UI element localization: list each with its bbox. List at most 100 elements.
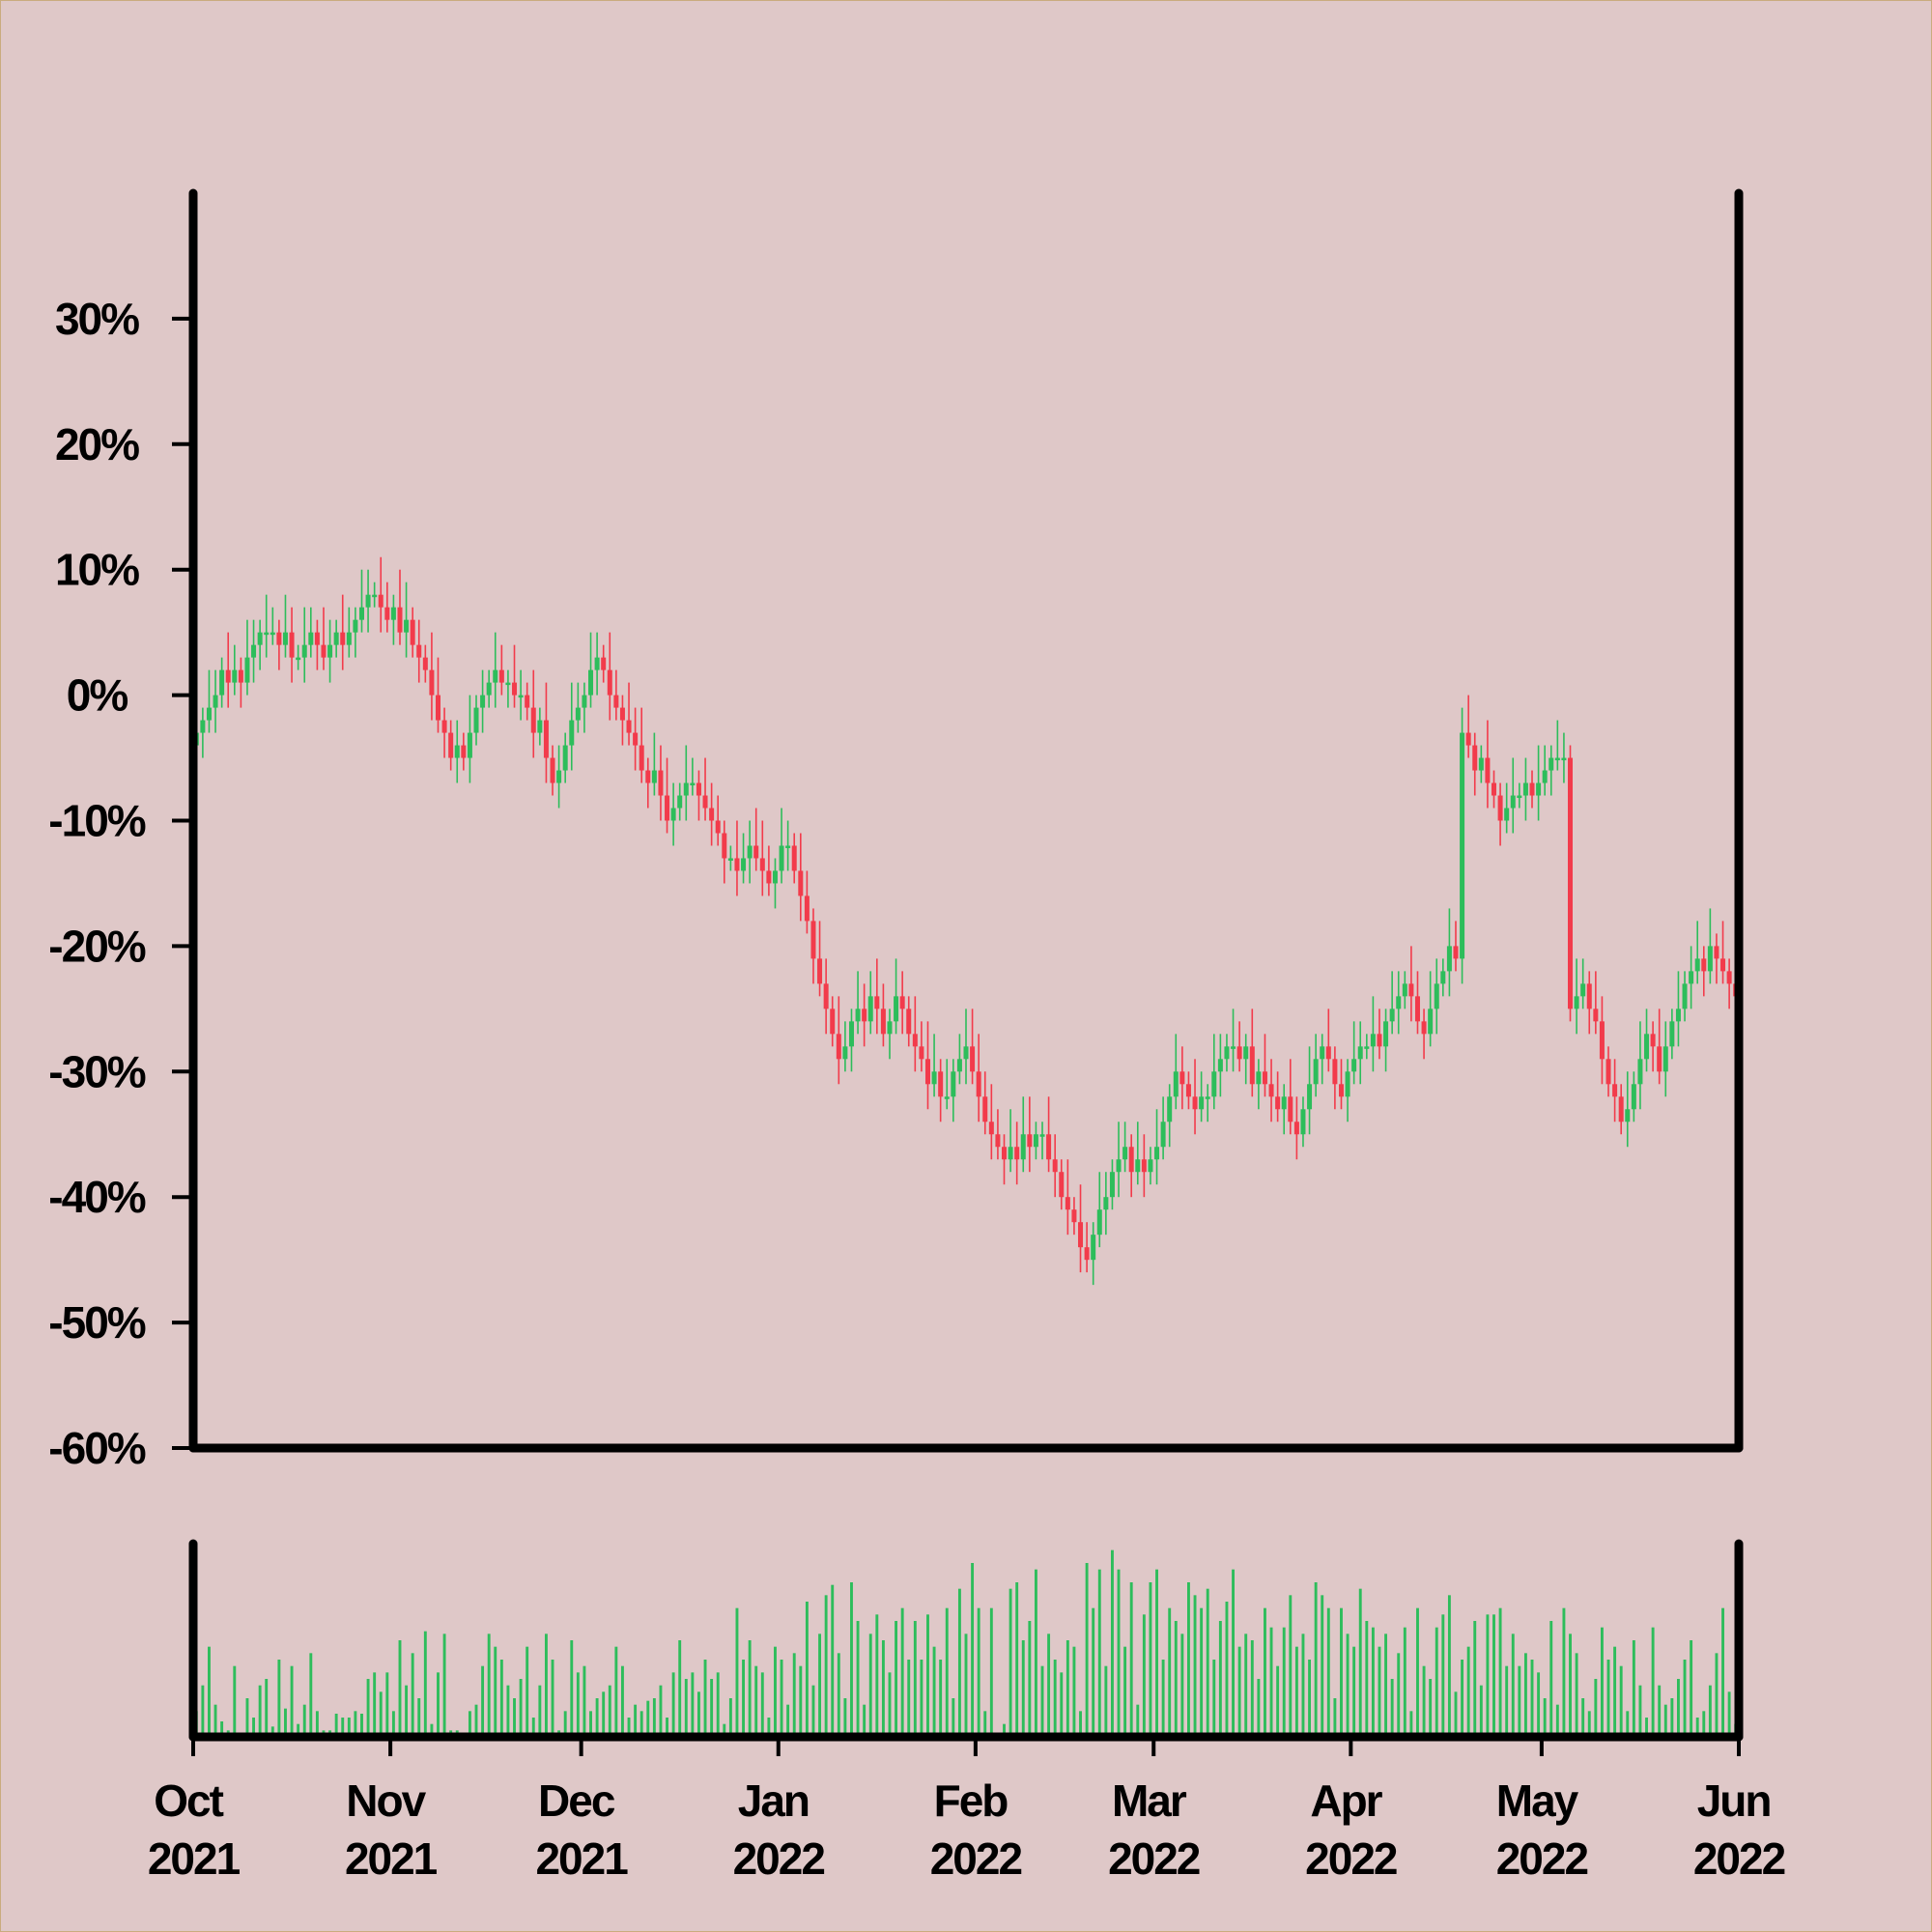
volume-bar xyxy=(468,1711,471,1737)
candle-body xyxy=(842,1046,848,1060)
volume-bar xyxy=(760,1672,764,1737)
candle-body xyxy=(1631,1084,1636,1110)
candle-body xyxy=(1377,1034,1382,1047)
volume-bar xyxy=(710,1679,714,1737)
candle-body xyxy=(1217,1059,1223,1072)
volume-bar xyxy=(627,1718,631,1737)
x-tick-label: Jan 2022 xyxy=(733,1776,825,1884)
ticks: -60% -50% -40% -30% -20% -10% 0% 10% 20% 30% Oct 2… xyxy=(48,294,1786,1884)
candle-body xyxy=(1714,946,1719,959)
volume-bar xyxy=(284,1708,287,1737)
candle-body xyxy=(1465,732,1471,746)
candle-body xyxy=(1612,1084,1618,1097)
candle-body xyxy=(416,644,422,658)
candle-body xyxy=(372,594,378,598)
candle-body xyxy=(206,707,212,721)
candle-body xyxy=(1364,1046,1370,1049)
y-tick-label: 30% xyxy=(55,294,139,344)
candle-body xyxy=(798,870,804,896)
candle-body xyxy=(982,1096,988,1122)
candle-body xyxy=(651,770,657,783)
candle-body xyxy=(1492,782,1497,796)
volume-bar xyxy=(818,1634,822,1737)
candle-body xyxy=(1325,1046,1331,1060)
volume-bar xyxy=(1492,1614,1495,1737)
candle-body xyxy=(1078,1222,1084,1248)
candle-body xyxy=(1637,1059,1643,1085)
volume-bar xyxy=(277,1660,281,1737)
volume-bar xyxy=(1104,1665,1108,1737)
volume-bar xyxy=(843,1698,847,1737)
candle-body xyxy=(1529,782,1535,796)
candle-body xyxy=(791,845,797,871)
volume-bar xyxy=(1473,1621,1477,1737)
volume-bar xyxy=(1435,1627,1438,1737)
volume-bar xyxy=(1397,1653,1401,1737)
candle-body xyxy=(435,695,440,721)
candle-body xyxy=(238,669,243,683)
candle-body xyxy=(1128,1147,1134,1173)
candle-body xyxy=(1574,996,1579,1009)
volume-bar xyxy=(1498,1607,1502,1737)
candle-body xyxy=(594,657,600,670)
candle-body xyxy=(1027,1134,1033,1148)
volume-bar xyxy=(900,1607,904,1737)
volume-bar xyxy=(895,1621,898,1737)
candle-body xyxy=(550,757,555,783)
candle-body xyxy=(855,1009,861,1022)
candle-body xyxy=(658,770,664,796)
candle-body xyxy=(512,682,518,696)
volume-bar xyxy=(360,1714,363,1737)
volume-bar xyxy=(252,1718,255,1737)
volume-bar xyxy=(1155,1569,1158,1737)
candle-body xyxy=(779,845,784,871)
candle-body xyxy=(677,795,683,809)
candle-body xyxy=(906,1009,912,1035)
candle-body xyxy=(441,720,447,733)
candle-body xyxy=(1548,757,1554,771)
volume-bar xyxy=(411,1653,414,1737)
volume-bar xyxy=(678,1640,682,1737)
volume-bar xyxy=(1206,1588,1209,1737)
volume-bar xyxy=(659,1685,663,1737)
volume-bar xyxy=(1683,1660,1687,1737)
volume-bar xyxy=(1619,1665,1623,1737)
candle-body xyxy=(747,845,753,859)
candle-body xyxy=(282,632,288,645)
candle-body xyxy=(823,983,829,1009)
candle-body xyxy=(690,782,696,786)
candle-body xyxy=(340,632,346,645)
volume-bar xyxy=(1690,1640,1693,1737)
candle-body xyxy=(1669,1021,1675,1047)
volume-bar xyxy=(1129,1582,1133,1737)
candle-body xyxy=(1351,1059,1357,1072)
candle-body xyxy=(1402,983,1407,997)
volume-bar xyxy=(417,1698,421,1737)
candle-body xyxy=(467,732,472,758)
candle-body xyxy=(727,858,733,861)
candle-body xyxy=(619,707,625,721)
volume-bar xyxy=(430,1723,434,1737)
candle-body xyxy=(1618,1096,1624,1122)
volume-bar xyxy=(831,1584,835,1737)
candle-body xyxy=(1300,1109,1306,1135)
volume-bar xyxy=(366,1679,370,1737)
volume-bar xyxy=(1727,1691,1731,1737)
candle-body xyxy=(1185,1084,1191,1097)
volume-bar xyxy=(1555,1704,1559,1737)
candle-body xyxy=(1650,1034,1656,1047)
candle-body xyxy=(976,1071,981,1097)
candle-body xyxy=(970,1046,976,1072)
candle-body xyxy=(1275,1096,1281,1110)
volume-bar xyxy=(723,1723,726,1737)
volume-bar xyxy=(1047,1634,1051,1737)
volume-bar xyxy=(939,1660,943,1737)
candle-body xyxy=(1561,757,1567,761)
candle-body xyxy=(670,808,676,821)
candle-body xyxy=(473,707,479,733)
volume-bar xyxy=(1060,1672,1064,1737)
candle-body xyxy=(404,619,410,633)
volume-bar xyxy=(1117,1569,1121,1737)
candle-body xyxy=(1504,808,1510,821)
candle-body xyxy=(956,1059,962,1072)
